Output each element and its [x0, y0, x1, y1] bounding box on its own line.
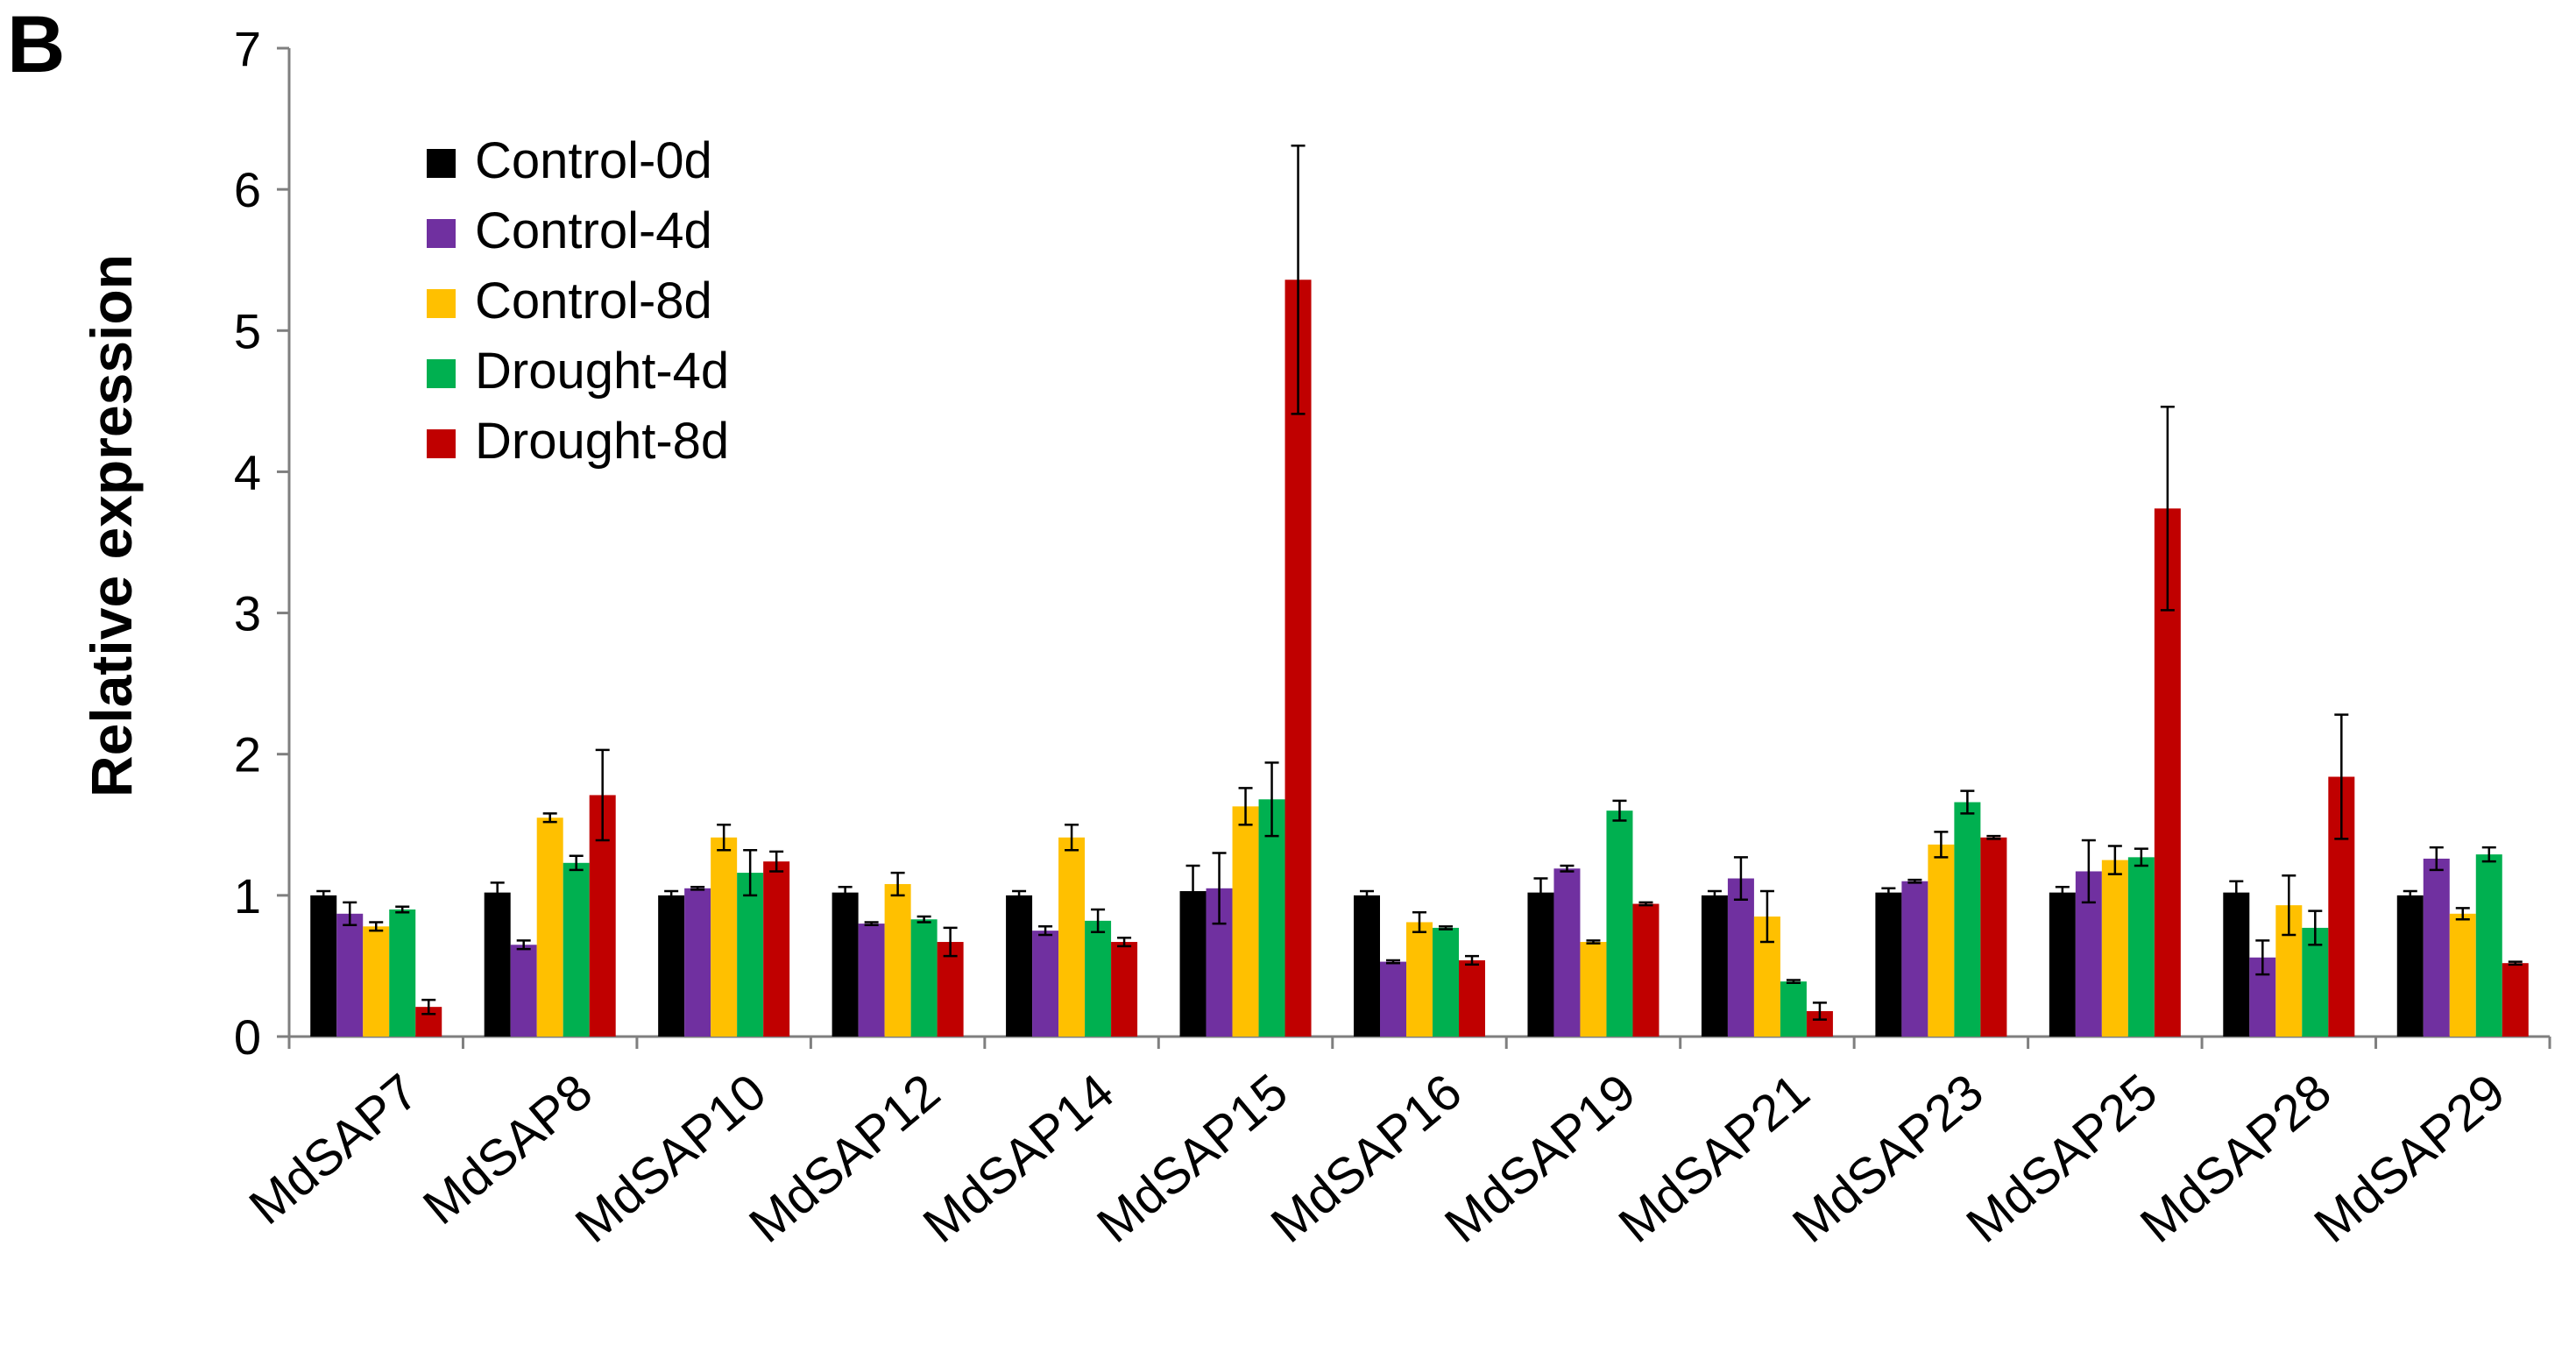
- bar: [563, 862, 590, 1037]
- y-tick-label: 5: [234, 303, 261, 358]
- bar: [1632, 903, 1660, 1037]
- bar: [1006, 895, 1033, 1037]
- x-tick-label: MdSAP7: [238, 1063, 428, 1235]
- x-tick-label: MdSAP23: [1782, 1063, 1994, 1254]
- bar: [310, 895, 337, 1037]
- bar: [1380, 961, 1406, 1037]
- bar: [1875, 892, 1902, 1037]
- x-tick-label: MdSAP15: [1086, 1063, 1299, 1254]
- bar: [1980, 837, 2007, 1037]
- legend-label: Control-0d: [475, 132, 712, 189]
- legend: Control-0d Control-4d Control-8d Drought-4d…: [427, 132, 729, 470]
- bar: [2396, 895, 2424, 1037]
- bar: [1232, 806, 1259, 1037]
- bar: [1459, 959, 1485, 1037]
- legend-swatch: [427, 219, 456, 248]
- bar: [336, 913, 364, 1037]
- legend-label: Drought-8d: [475, 413, 729, 470]
- x-tick-label: MdSAP25: [1956, 1063, 2168, 1254]
- bar: [536, 818, 563, 1037]
- bar: [832, 892, 859, 1037]
- bar: [1954, 802, 1981, 1037]
- bar: [910, 919, 938, 1037]
- bar: [389, 909, 416, 1037]
- bar: [1701, 895, 1728, 1037]
- bar: [1553, 868, 1581, 1037]
- y-tick-label: 4: [234, 444, 261, 499]
- bar: [1780, 981, 1807, 1037]
- bar: [684, 888, 711, 1037]
- bars: [310, 280, 2529, 1037]
- bar: [2302, 927, 2329, 1037]
- bar: [1527, 892, 1554, 1037]
- x-tick-label: MdSAP21: [1608, 1063, 1820, 1254]
- bar: [1354, 895, 1380, 1037]
- y-tick-label: 0: [234, 1009, 261, 1065]
- bar: [1406, 922, 1433, 1037]
- bar: [1032, 931, 1059, 1037]
- legend-swatch: [427, 289, 456, 318]
- bar: [1580, 942, 1607, 1037]
- bar: [658, 895, 685, 1037]
- bar: [884, 883, 911, 1037]
- error-bars: [316, 144, 2523, 1021]
- bar: [1258, 799, 1285, 1037]
- bar: [1058, 837, 1086, 1037]
- x-tick-label: MdSAP14: [913, 1063, 1125, 1254]
- y-axis-label: Relative expression: [79, 254, 144, 797]
- x-tick-label: MdSAP16: [1261, 1063, 1473, 1254]
- bar: [2049, 892, 2076, 1037]
- bar: [1085, 920, 1112, 1037]
- legend-label: Drought-4d: [475, 343, 729, 400]
- bar: [2223, 892, 2250, 1037]
- x-tick-labels: MdSAP7MdSAP8MdSAP10MdSAP12MdSAP14MdSAP15…: [238, 1063, 2516, 1254]
- y-tick-label: 1: [234, 868, 261, 924]
- x-tick-label: MdSAP12: [739, 1063, 951, 1254]
- bar: [1111, 942, 1138, 1037]
- x-tick-label: MdSAP29: [2304, 1063, 2516, 1254]
- bar: [2101, 860, 2128, 1037]
- legend-swatch: [427, 359, 456, 388]
- bar: [2423, 858, 2450, 1037]
- bar: [1928, 844, 1955, 1037]
- bar: [1901, 881, 1928, 1037]
- x-tick-label: MdSAP28: [2130, 1063, 2342, 1254]
- bar: [858, 924, 885, 1037]
- bar: [510, 945, 537, 1037]
- y-tick-label: 6: [234, 162, 261, 217]
- x-tick-label: MdSAP10: [565, 1063, 777, 1254]
- bar: [1606, 810, 1633, 1037]
- legend-label: Control-8d: [475, 273, 712, 329]
- bar: [2475, 854, 2502, 1037]
- bar: [711, 837, 738, 1037]
- y-tick-label: 7: [234, 21, 261, 76]
- bar: [2127, 857, 2155, 1037]
- legend-label: Control-4d: [475, 202, 712, 259]
- panel-label: B: [7, 0, 65, 89]
- x-tick-label: MdSAP19: [1434, 1063, 1646, 1254]
- bar: [1433, 927, 1459, 1037]
- bar: [737, 873, 764, 1037]
- bar: [363, 926, 390, 1037]
- y-tick-label: 3: [234, 586, 261, 641]
- legend-swatch: [427, 429, 456, 458]
- y-tick-label: 2: [234, 727, 261, 782]
- bar: [763, 861, 790, 1037]
- bar: [937, 942, 964, 1037]
- bar: [1727, 878, 1754, 1037]
- bar: [484, 892, 511, 1037]
- bar: [2449, 913, 2476, 1037]
- legend-swatch: [427, 149, 456, 178]
- bar: [2502, 963, 2529, 1037]
